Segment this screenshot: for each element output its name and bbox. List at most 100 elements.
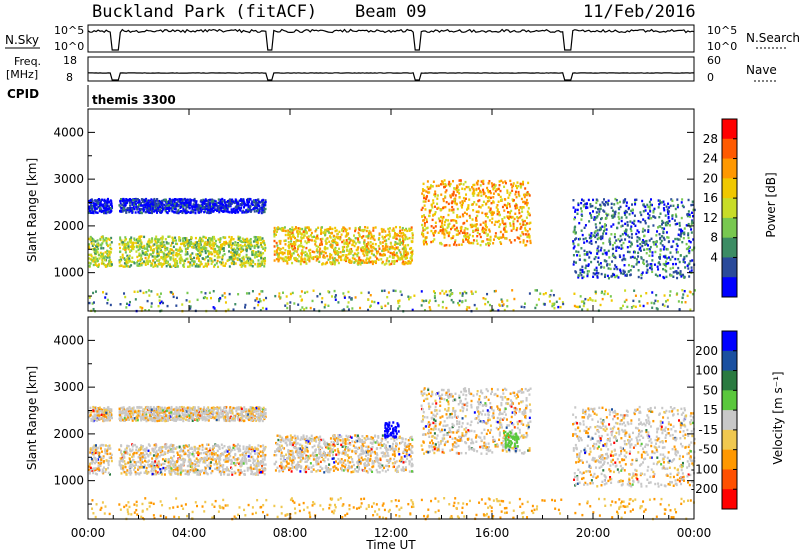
power-dot: [610, 233, 613, 236]
power-dot: [184, 208, 187, 211]
power-dot: [230, 246, 233, 250]
power-dot: [380, 227, 383, 231]
power-dot: [445, 201, 448, 204]
power-dot: [108, 207, 111, 210]
power-dot: [242, 199, 245, 202]
power-dot: [363, 242, 366, 245]
power-dot: [574, 208, 577, 212]
power-dot: [224, 296, 227, 299]
power-dot: [614, 210, 617, 213]
power-dot: [139, 235, 142, 238]
power-dot: [364, 251, 367, 254]
power-dot: [258, 298, 261, 301]
power-dot: [637, 255, 640, 258]
power-dot: [452, 211, 455, 214]
power-dot: [602, 203, 605, 206]
power-dot: [404, 247, 407, 251]
power-dot: [258, 238, 261, 242]
power-dot: [521, 183, 524, 186]
power-dot: [122, 247, 125, 251]
power-dot: [366, 253, 369, 256]
power-dot: [128, 260, 131, 263]
power-dot: [125, 264, 128, 268]
power-dot: [426, 226, 429, 230]
power-dot: [342, 249, 345, 253]
power-dot: [321, 226, 324, 229]
power-dot: [671, 199, 674, 203]
power-dot: [313, 239, 316, 243]
power-dot: [667, 256, 670, 259]
power-dot: [153, 197, 156, 201]
power-dot: [391, 245, 394, 249]
power-dot: [347, 245, 350, 248]
power-dot: [101, 235, 104, 238]
power-dot: [525, 222, 528, 225]
power-dot: [197, 243, 200, 246]
power-dot: [333, 249, 336, 252]
power-dot: [105, 240, 108, 243]
power-dot: [359, 306, 362, 310]
power-dot: [630, 225, 633, 228]
power-dot: [231, 262, 234, 265]
power-dot: [96, 211, 99, 214]
power-dot: [200, 253, 203, 256]
power-dot: [273, 253, 276, 256]
power-dot: [167, 205, 170, 209]
power-dot: [598, 210, 601, 213]
power-dot: [481, 226, 484, 230]
power-dot: [183, 240, 186, 244]
power-dot: [277, 255, 280, 259]
power-dot: [133, 198, 136, 201]
power-dot: [123, 257, 126, 260]
power-dot: [329, 227, 332, 231]
power-dot: [304, 254, 307, 257]
power-dot: [577, 250, 580, 254]
power-dot: [104, 265, 107, 268]
power-dot: [140, 211, 143, 215]
power-dot: [432, 240, 435, 243]
power-dot: [611, 216, 614, 219]
power-dot: [193, 260, 196, 263]
power-dot: [624, 258, 627, 261]
power-dot: [261, 237, 264, 240]
power-dot: [453, 224, 456, 227]
power-dot: [389, 245, 392, 249]
power-dot: [89, 238, 92, 242]
power-dot: [99, 201, 102, 204]
power-dot: [157, 238, 160, 241]
power-dot: [155, 204, 158, 207]
power-dot: [486, 238, 489, 241]
power-dot: [249, 261, 252, 264]
power-dot: [395, 251, 398, 255]
power-dot: [512, 309, 515, 312]
power-dot: [239, 263, 242, 267]
power-dot: [213, 250, 216, 254]
power-dot: [690, 220, 693, 223]
power-dot: [410, 246, 413, 250]
power-dot: [193, 200, 196, 203]
power-dot: [134, 203, 137, 206]
power-dot: [106, 207, 109, 210]
power-dot: [135, 205, 138, 209]
power-dot: [491, 183, 494, 187]
power-dot: [476, 234, 479, 238]
power-dot: [421, 223, 424, 227]
power-dot: [631, 211, 634, 215]
power-dot: [138, 252, 141, 255]
power-dot: [402, 231, 405, 235]
power-dot: [221, 254, 224, 258]
velocity-dot: [181, 470, 184, 473]
power-dot: [369, 241, 372, 244]
power-dot: [331, 244, 334, 247]
power-dot: [462, 238, 465, 242]
power-dot: [500, 236, 503, 239]
power-dot: [332, 258, 335, 261]
power-dot: [210, 205, 213, 208]
power-dot: [199, 241, 202, 244]
power-dot: [519, 227, 522, 230]
power-dot: [179, 239, 182, 242]
power-dot: [141, 261, 144, 265]
power-dot: [647, 212, 650, 215]
power-dot: [181, 211, 184, 215]
power-dot: [676, 251, 679, 254]
